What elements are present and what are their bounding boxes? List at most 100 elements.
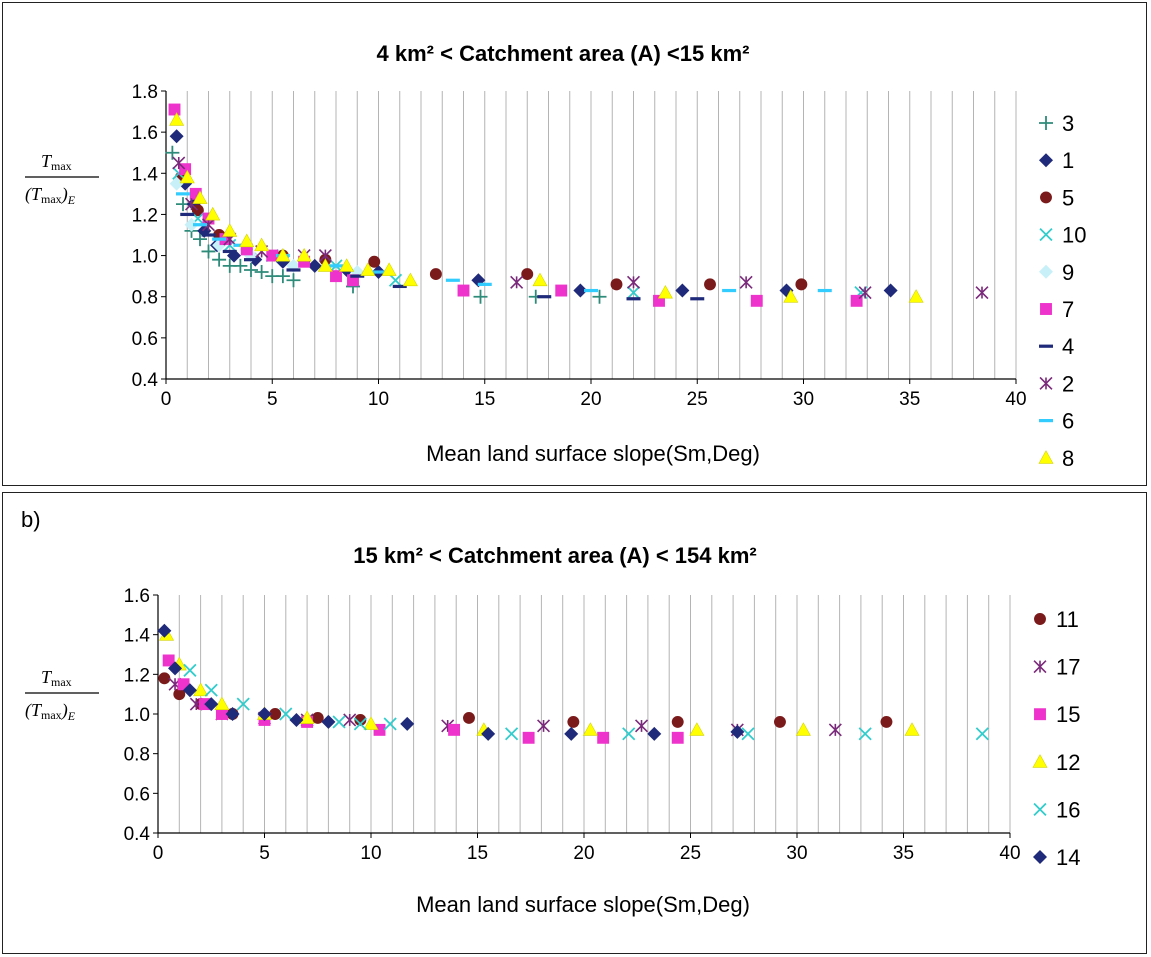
data-point bbox=[233, 258, 248, 273]
data-point bbox=[510, 275, 524, 289]
legend-item-14: 14 bbox=[1033, 845, 1080, 870]
y-tick-label: 1.0 bbox=[132, 247, 158, 268]
data-point bbox=[363, 716, 379, 730]
legend-item-5: 5 bbox=[1040, 185, 1074, 210]
data-point bbox=[201, 233, 216, 237]
y-label-numerator: Tmax bbox=[41, 667, 72, 689]
y-tick-label: 0.8 bbox=[124, 745, 150, 766]
data-point bbox=[350, 274, 365, 278]
x-tick-label: 5 bbox=[267, 389, 278, 410]
y-tick-label: 0.6 bbox=[124, 784, 150, 805]
data-point bbox=[975, 727, 989, 741]
y-tick-label: 0.6 bbox=[132, 329, 158, 350]
data-point bbox=[904, 722, 920, 736]
data-point bbox=[172, 156, 186, 170]
data-point bbox=[266, 249, 279, 262]
y-axis-label: Tmax (Tmax)E bbox=[25, 151, 99, 207]
data-point bbox=[647, 726, 662, 741]
data-point bbox=[307, 258, 322, 273]
data-point bbox=[205, 206, 221, 221]
data-point bbox=[373, 723, 386, 736]
data-point bbox=[204, 683, 218, 697]
data-point bbox=[343, 713, 357, 727]
data-point bbox=[257, 707, 272, 721]
x-tick-label: 25 bbox=[680, 843, 701, 864]
data-point bbox=[722, 288, 737, 293]
data-point bbox=[169, 129, 184, 144]
legend-item-9: 9 bbox=[1039, 260, 1074, 285]
legend-label: 11 bbox=[1056, 607, 1079, 632]
legend-marker bbox=[1039, 264, 1053, 279]
data-point bbox=[567, 715, 580, 728]
data-point bbox=[165, 145, 180, 160]
data-point bbox=[626, 275, 641, 289]
data-point bbox=[179, 163, 192, 176]
data-point bbox=[289, 712, 304, 727]
legend-marker bbox=[1039, 419, 1053, 423]
legend-marker bbox=[1039, 228, 1053, 242]
data-point bbox=[225, 707, 240, 721]
data-point bbox=[183, 663, 197, 677]
legend-item-15: 15 bbox=[1034, 702, 1080, 727]
data-point bbox=[215, 708, 228, 720]
y-tick-label: 1.2 bbox=[124, 665, 150, 686]
data-point bbox=[504, 727, 519, 741]
panel-label: b) bbox=[21, 507, 41, 532]
data-point bbox=[402, 272, 418, 287]
data-point bbox=[193, 682, 209, 697]
data-point bbox=[850, 294, 863, 307]
data-point bbox=[521, 268, 534, 281]
legend-marker bbox=[1034, 613, 1046, 625]
data-point bbox=[201, 244, 216, 259]
data-point bbox=[457, 284, 470, 297]
data-point bbox=[388, 273, 403, 287]
data-point bbox=[908, 289, 924, 303]
y-tick-label: 0.4 bbox=[124, 824, 151, 845]
legend-label: 2 bbox=[1062, 371, 1074, 396]
data-point bbox=[671, 731, 684, 744]
data-point bbox=[311, 712, 324, 724]
series-16 bbox=[183, 663, 989, 741]
legend-item-12: 12 bbox=[1032, 750, 1080, 775]
data-point bbox=[269, 708, 282, 720]
data-point bbox=[383, 717, 397, 731]
data-point bbox=[321, 714, 336, 729]
data-point bbox=[858, 286, 872, 300]
data-point bbox=[817, 288, 832, 293]
y-label-numerator: Tmax bbox=[41, 151, 72, 173]
legend-label: 3 bbox=[1062, 111, 1074, 136]
data-point bbox=[564, 726, 579, 741]
legend-marker bbox=[1033, 802, 1047, 816]
x-tick-label: 35 bbox=[893, 843, 914, 864]
data-point bbox=[795, 278, 808, 291]
data-point bbox=[584, 288, 598, 293]
data-point bbox=[429, 268, 442, 281]
legend-marker bbox=[1033, 850, 1047, 864]
data-point bbox=[371, 270, 386, 274]
legend: 3 1 5 10 9 7 4 2 6 8 bbox=[1038, 111, 1086, 471]
data-point bbox=[193, 223, 207, 227]
legend-label: 10 bbox=[1062, 223, 1086, 248]
y-tick-label: 1.6 bbox=[132, 123, 158, 144]
legend-label: 14 bbox=[1056, 845, 1080, 870]
chart-b-svg: 0 5 10 15 20 25 30 35 40 0.4 0.6 0.8 1.0 1.2 1.4 1.6 15 … bbox=[21, 507, 1080, 917]
series-14 bbox=[157, 623, 745, 741]
data-point bbox=[368, 255, 381, 268]
chart-title: 4 km² < Catchment area (A) <15 km² bbox=[377, 41, 750, 66]
y-tick-label: 1.8 bbox=[132, 82, 158, 103]
data-point bbox=[173, 688, 186, 701]
legend: 11 17 15 12 16 14 bbox=[1032, 607, 1080, 870]
legend-label: 5 bbox=[1062, 185, 1074, 210]
legend-item-8: 8 bbox=[1038, 446, 1074, 471]
legend-marker bbox=[1039, 153, 1053, 168]
data-point bbox=[275, 269, 290, 284]
data-point bbox=[622, 727, 636, 741]
legend-marker bbox=[1034, 708, 1046, 721]
data-point bbox=[392, 284, 407, 289]
data-point bbox=[400, 716, 415, 731]
data-point bbox=[157, 623, 172, 638]
legend-item-16: 16 bbox=[1033, 797, 1080, 822]
data-point bbox=[177, 678, 190, 691]
data-point bbox=[573, 283, 588, 298]
data-point bbox=[532, 272, 548, 287]
